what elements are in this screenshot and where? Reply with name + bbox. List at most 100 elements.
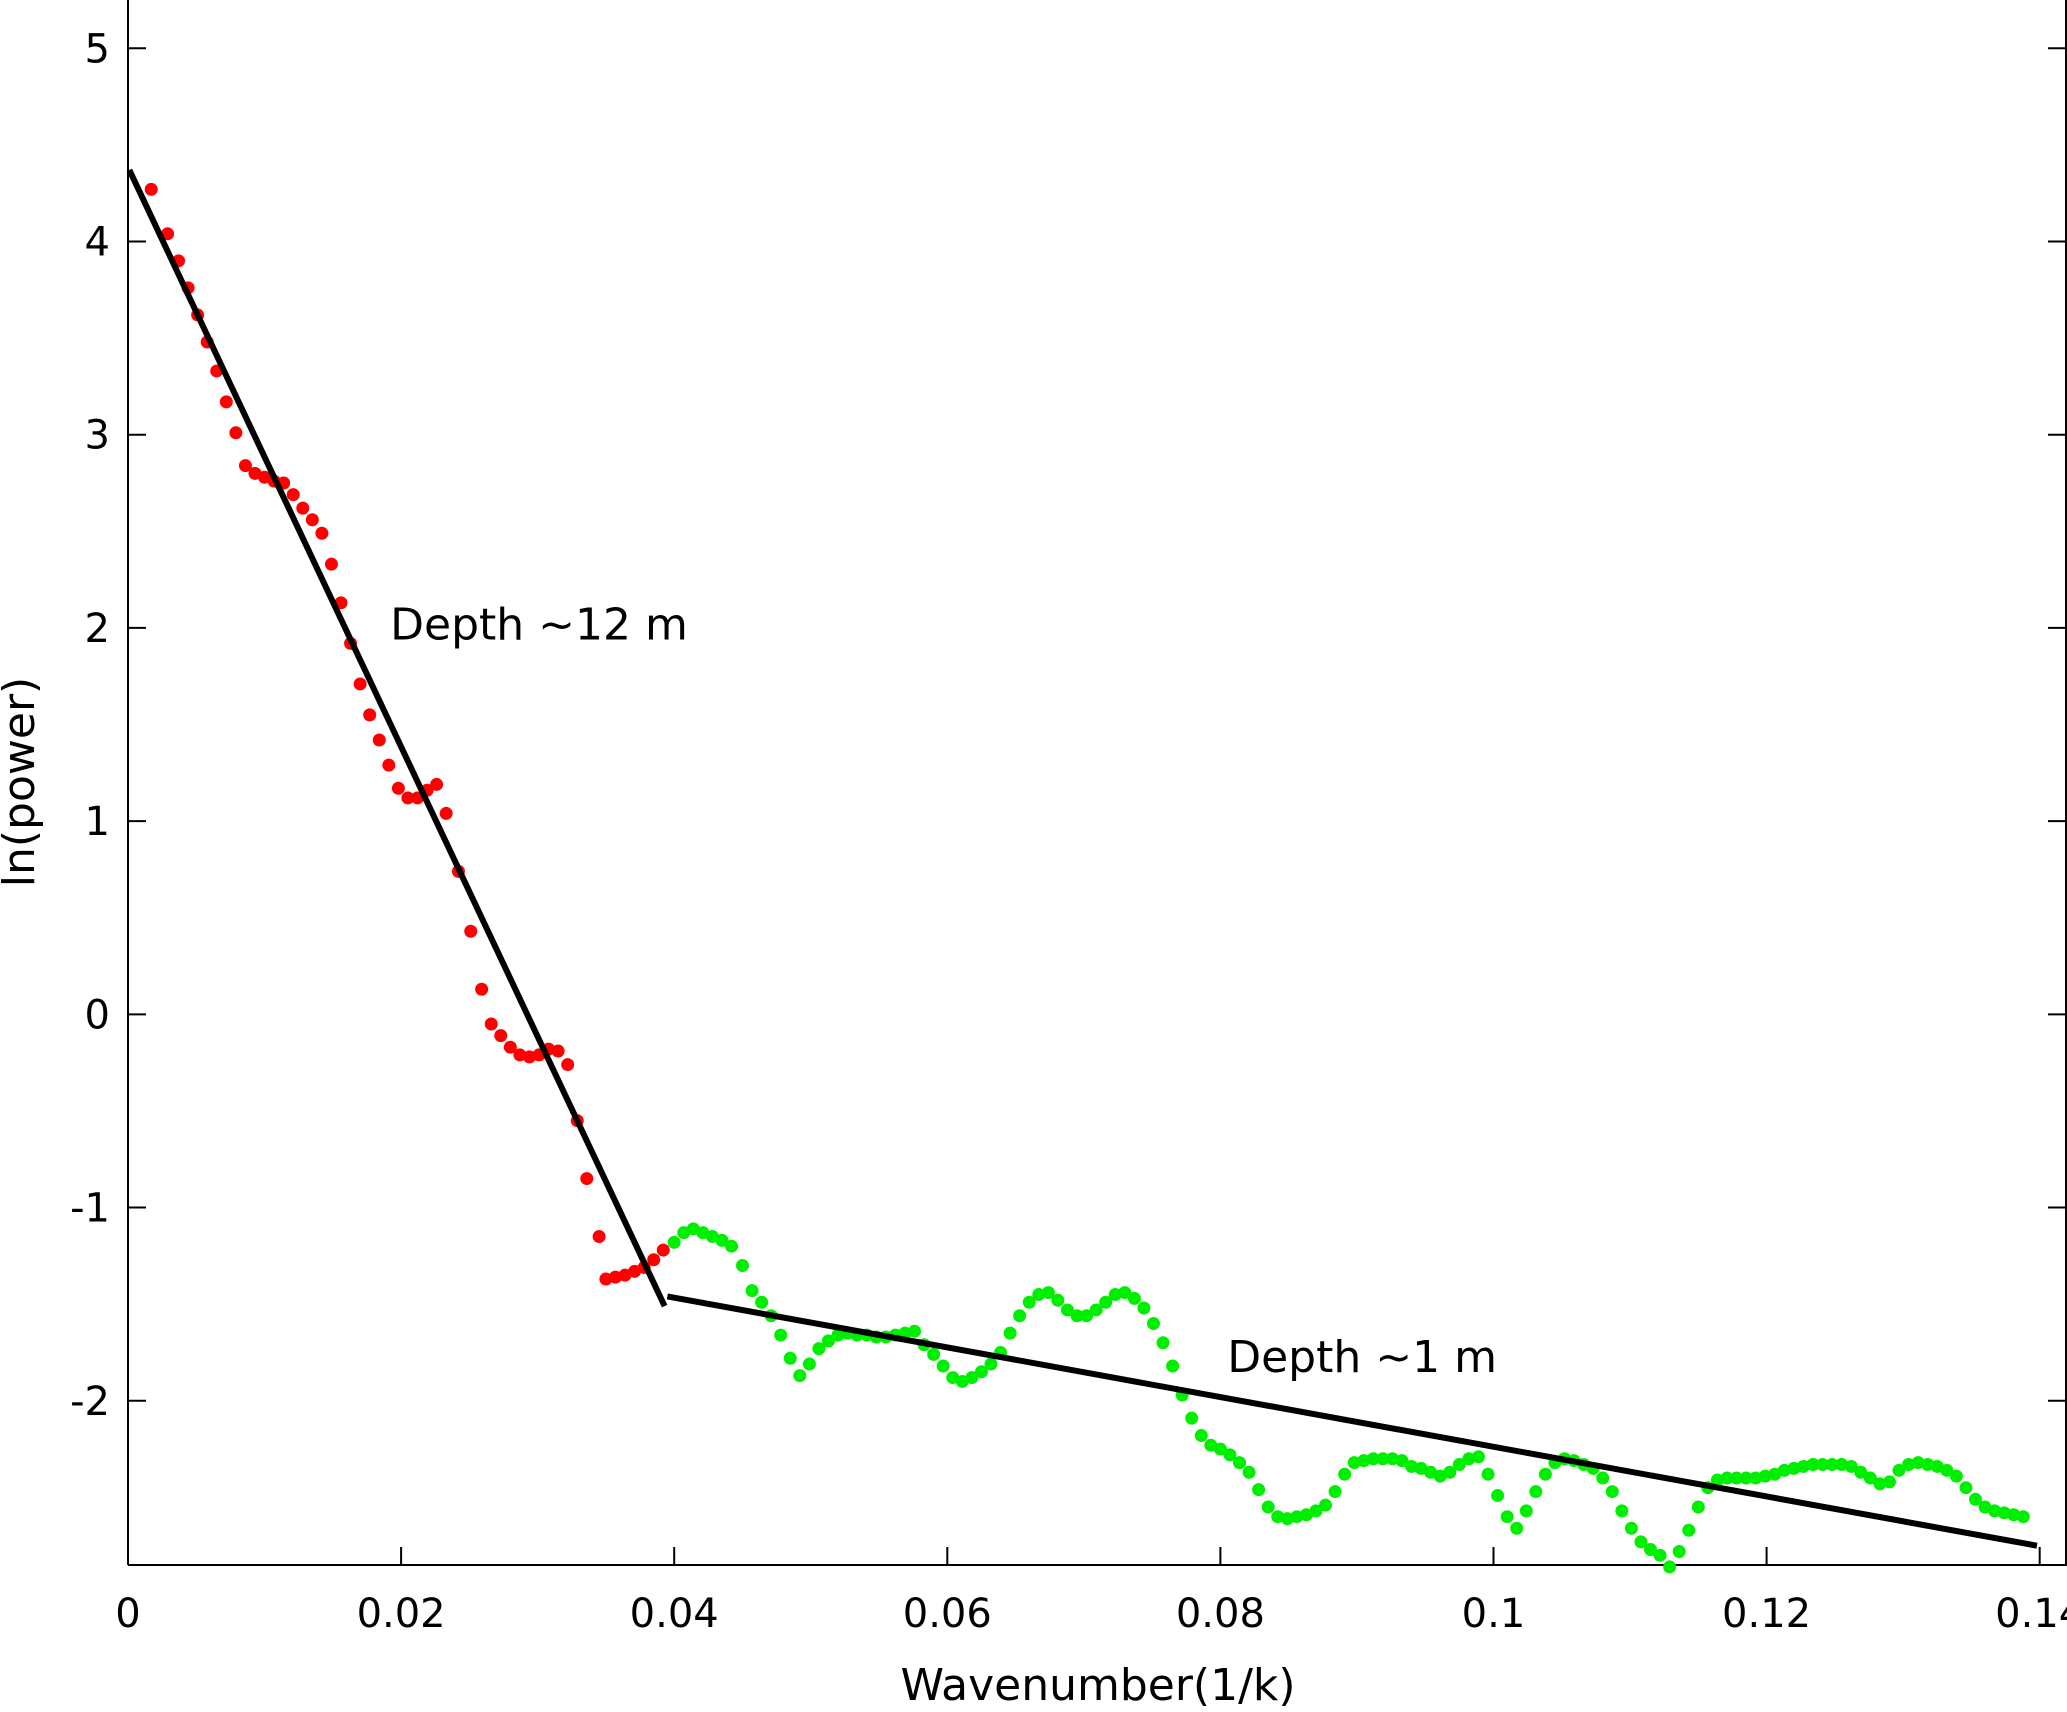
data-point <box>1739 1471 1753 1485</box>
data-point <box>1338 1467 1352 1481</box>
data-point <box>1529 1485 1543 1499</box>
data-point <box>1491 1488 1505 1502</box>
data-point <box>580 1172 594 1186</box>
data-point <box>1233 1456 1247 1470</box>
data-point <box>774 1328 788 1342</box>
data-point <box>1806 1458 1820 1472</box>
x-tick-label: 0.1 <box>1462 1591 1526 1637</box>
data-point <box>296 501 310 515</box>
data-point <box>1596 1471 1610 1485</box>
data-point <box>1319 1498 1333 1512</box>
data-point <box>725 1239 739 1253</box>
data-point <box>1194 1429 1208 1443</box>
data-point <box>735 1259 749 1273</box>
data-point <box>494 1029 508 1043</box>
data-point <box>1854 1465 1868 1479</box>
data-point <box>484 1017 498 1031</box>
data-point <box>401 791 415 805</box>
data-point <box>1366 1452 1380 1466</box>
data-point <box>382 758 396 772</box>
data-point <box>755 1295 769 1309</box>
fit-line-1 <box>666 1293 2038 1549</box>
data-point <box>1070 1309 1084 1323</box>
y-axis-label: ln(power) <box>0 677 45 887</box>
data-point <box>974 1365 988 1379</box>
data-point <box>1663 1560 1677 1574</box>
x-tick-label: 0 <box>115 1591 140 1637</box>
y-tick-label: 3 <box>85 413 110 459</box>
data-point <box>927 1347 941 1361</box>
data-point <box>229 426 243 440</box>
data-point <box>1615 1504 1629 1518</box>
data-point <box>551 1044 565 1058</box>
axes-frame <box>127 0 2067 1566</box>
data-point <box>430 777 444 791</box>
data-point <box>802 1357 816 1371</box>
data-point <box>1213 1442 1227 1456</box>
data-point <box>363 708 377 722</box>
data-point <box>1443 1465 1457 1479</box>
data-point <box>1041 1286 1055 1300</box>
data-point <box>315 526 329 540</box>
data-point <box>1080 1309 1094 1323</box>
data-point <box>667 1235 681 1249</box>
data-point <box>1730 1471 1744 1485</box>
annotations: Depth ~12 m Depth ~1 m <box>390 600 1497 1383</box>
data-point <box>1376 1452 1390 1466</box>
data-point <box>1682 1523 1696 1537</box>
data-point <box>1500 1510 1514 1524</box>
data-point <box>1261 1500 1275 1514</box>
y-tick-label: -2 <box>70 1379 110 1425</box>
x-axis-label: Wavenumber(1/k) <box>900 1660 1295 1711</box>
y-tick-label: -1 <box>70 1186 110 1232</box>
annotation-label: Depth ~1 m <box>1227 1332 1497 1383</box>
data-point <box>783 1351 797 1365</box>
data-point <box>144 182 158 196</box>
data-point <box>647 1253 661 1267</box>
data-point <box>1691 1500 1705 1514</box>
x-tick-label: 0.04 <box>630 1591 719 1637</box>
data-point <box>1510 1521 1524 1535</box>
data-point <box>1127 1291 1141 1305</box>
data-point <box>908 1324 922 1338</box>
data-point <box>1624 1521 1638 1535</box>
data-point <box>984 1357 998 1371</box>
data-point <box>503 1040 517 1054</box>
data-point <box>1051 1293 1065 1307</box>
fit-line-0 <box>126 168 668 1308</box>
data-point <box>1969 1492 1983 1506</box>
data-point <box>2016 1510 2030 1524</box>
data-point <box>1863 1471 1877 1485</box>
y-tick-label: 2 <box>85 606 110 652</box>
data-point <box>1309 1504 1323 1518</box>
data-point <box>656 1243 670 1257</box>
data-point <box>965 1371 979 1385</box>
data-point <box>464 924 478 938</box>
data-point <box>1223 1448 1237 1462</box>
data-point <box>1720 1471 1734 1485</box>
data-point <box>353 677 367 691</box>
fit-lines <box>126 168 2038 1549</box>
data-point <box>1166 1359 1180 1373</box>
data-point <box>1816 1458 1830 1472</box>
x-tick-label: 0.02 <box>357 1591 446 1637</box>
data-point <box>1156 1336 1170 1350</box>
data-series <box>144 182 2030 1574</box>
data-point <box>439 806 453 820</box>
x-tick-label: 0.06 <box>903 1591 992 1637</box>
data-point <box>1825 1458 1839 1472</box>
data-point <box>1538 1467 1552 1481</box>
data-point <box>1137 1301 1151 1315</box>
data-point <box>1672 1544 1686 1558</box>
data-point <box>1882 1475 1896 1489</box>
data-point <box>324 557 338 571</box>
x-axis: 0 0.02 0.04 0.06 0.08 0.1 0.12 0.14 <box>115 1547 2067 1637</box>
data-point <box>812 1342 826 1356</box>
data-point <box>793 1369 807 1383</box>
x-tick-label: 0.12 <box>1722 1591 1811 1637</box>
data-point <box>161 227 175 241</box>
data-point <box>1146 1316 1160 1330</box>
data-point <box>1940 1463 1954 1477</box>
x-tick-label: 0.14 <box>1995 1591 2067 1637</box>
data-point <box>1099 1295 1113 1309</box>
